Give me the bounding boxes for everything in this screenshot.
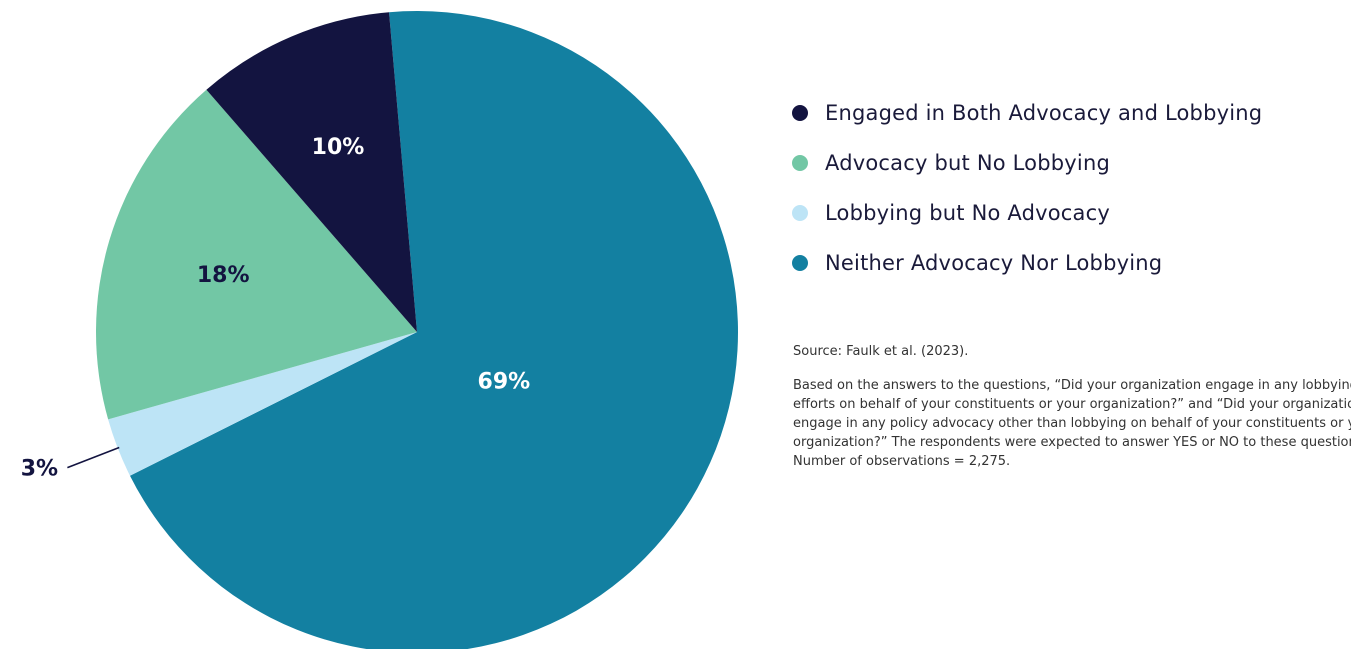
legend-item-both: Engaged in Both Advocacy and Lobbying [792,88,1262,138]
legend-label-neither: Neither Advocacy Nor Lobbying [825,251,1163,275]
legend-swatch-advocacy-only [792,155,808,171]
legend-label-advocacy-only: Advocacy but No Lobbying [825,151,1110,175]
legend-label-both: Engaged in Both Advocacy and Lobbying [825,101,1263,125]
leader-line-lobbying-but-no-advocacy [67,446,120,469]
legend-swatch-both [792,105,808,121]
pie-slices [96,11,739,649]
slice-label-neither-advocacy-nor-lobbying: 69% [478,370,531,395]
slice-label-engaged-in-both-advocacy-and-lobbying: 10% [312,135,365,160]
leader-lines [67,446,120,469]
source-note: Source: Faulk et al. (2023). [793,344,969,359]
legend-label-lobbying-only: Lobbying but No Advocacy [825,201,1110,225]
legend-swatch-lobbying-only [792,205,808,221]
legend-swatch-neither [792,255,808,271]
slice-label-advocacy-but-no-lobbying: 18% [197,263,250,288]
slice-label-lobbying-but-no-advocacy: 3% [21,457,58,482]
legend-item-lobbying-only: Lobbying but No Advocacy [792,188,1262,238]
pie-slice-advocacy-but-no-lobbying [96,89,417,420]
pie-slice-neither-advocacy-nor-lobbying [129,11,739,649]
pie-slice-lobbying-but-no-advocacy [108,332,417,476]
legend-item-neither: Neither Advocacy Nor Lobbying [792,238,1262,288]
slice-labels: 69% 3% 18% 10% [21,135,530,482]
pie-slice-engaged-in-both-advocacy-and-lobbying [206,12,417,332]
legend-item-advocacy-only: Advocacy but No Lobbying [792,138,1262,188]
methodology-note: Based on the answers to the questions, “… [793,378,1351,469]
chart-legend: Engaged in Both Advocacy and Lobbying Ad… [792,88,1262,288]
chart-notes: Source: Faulk et al. (2023). Based on th… [793,344,1351,471]
